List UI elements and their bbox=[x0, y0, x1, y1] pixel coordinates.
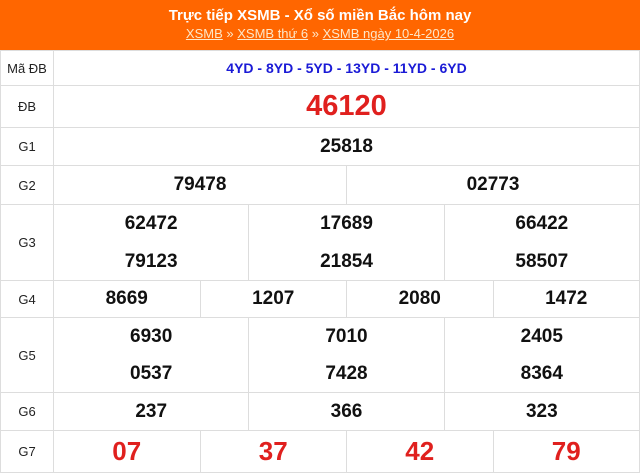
prize-number: 79 bbox=[492, 431, 640, 472]
prize-number: 58507 bbox=[443, 243, 639, 280]
row-db: ĐB 46120 bbox=[0, 85, 640, 128]
prize-number: 79123 bbox=[124, 250, 178, 272]
row-g3: G3 62472 17689 66422 79123 21854 58507 bbox=[0, 204, 640, 281]
prize-number: 21854 bbox=[248, 243, 443, 280]
breadcrumb-thu6[interactable]: XSMB thứ 6 bbox=[237, 26, 309, 41]
prize-number: 37 bbox=[199, 431, 347, 472]
row-g6: G6 237 366 323 bbox=[0, 392, 640, 431]
prize-number: 17689 bbox=[248, 205, 443, 243]
row-ma-db: Mã ĐB 4YD - 8YD - 5YD - 13YD - 11YD - 6YD bbox=[0, 50, 640, 86]
prize-number: 1207 bbox=[199, 281, 347, 317]
prize-number: 1472 bbox=[492, 281, 640, 317]
prize-number: 25818 bbox=[53, 127, 640, 166]
results-table: Mã ĐB 4YD - 8YD - 5YD - 13YD - 11YD - 6YD… bbox=[0, 50, 640, 473]
prize-number: 237 bbox=[135, 400, 168, 422]
header: Trực tiếp XSMB - Xổ số miền Bắc hôm nay … bbox=[0, 0, 640, 50]
breadcrumb-xsmb[interactable]: XSMB bbox=[185, 26, 223, 41]
prize-number: 42 bbox=[346, 431, 493, 472]
special-prize: 46120 bbox=[53, 85, 640, 128]
row-g5: G5 6930 7010 2405 0537 7428 8364 bbox=[0, 317, 640, 393]
prize-number: 0537 bbox=[130, 362, 173, 384]
label: G3 bbox=[0, 204, 54, 281]
row-g1: G1 25818 bbox=[0, 127, 640, 166]
breadcrumb-sep: » bbox=[311, 26, 319, 41]
label: G6 bbox=[0, 392, 54, 431]
label: G7 bbox=[0, 430, 54, 473]
prize-number: 66422 bbox=[443, 205, 639, 243]
row-g2: G2 79478 02773 bbox=[0, 165, 640, 205]
prize-number: 2405 bbox=[443, 318, 639, 355]
prize-number: 7428 bbox=[248, 355, 443, 392]
prize-number: 2080 bbox=[346, 281, 493, 317]
prize-number: 8364 bbox=[443, 355, 639, 392]
prize-number: 07 bbox=[112, 436, 142, 466]
page-title: Trực tiếp XSMB - Xổ số miền Bắc hôm nay bbox=[168, 7, 472, 24]
prize-number: 323 bbox=[443, 393, 639, 430]
label: G4 bbox=[0, 280, 54, 318]
label: G2 bbox=[0, 165, 54, 205]
prize-number: 6930 bbox=[130, 325, 173, 347]
prize-number: 02773 bbox=[346, 166, 639, 204]
breadcrumb-sep: » bbox=[226, 26, 234, 41]
row-g7: G7 07 37 42 79 bbox=[0, 430, 640, 473]
prize-number: 79478 bbox=[173, 174, 227, 195]
ma-db-value: 4YD - 8YD - 5YD - 13YD - 11YD - 6YD bbox=[53, 50, 640, 86]
label: ĐB bbox=[0, 85, 54, 128]
label: G5 bbox=[0, 317, 54, 393]
prize-number: 7010 bbox=[248, 318, 443, 355]
prize-number: 366 bbox=[248, 393, 443, 430]
prize-number: 8669 bbox=[105, 288, 148, 309]
row-g4: G4 8669 1207 2080 1472 bbox=[0, 280, 640, 318]
label: Mã ĐB bbox=[0, 50, 54, 86]
breadcrumb-date[interactable]: XSMB ngày 10-4-2026 bbox=[322, 26, 455, 41]
breadcrumb: XSMB » XSMB thứ 6 » XSMB ngày 10-4-2026 bbox=[0, 26, 640, 41]
label: G1 bbox=[0, 127, 54, 166]
prize-number: 62472 bbox=[124, 213, 178, 234]
